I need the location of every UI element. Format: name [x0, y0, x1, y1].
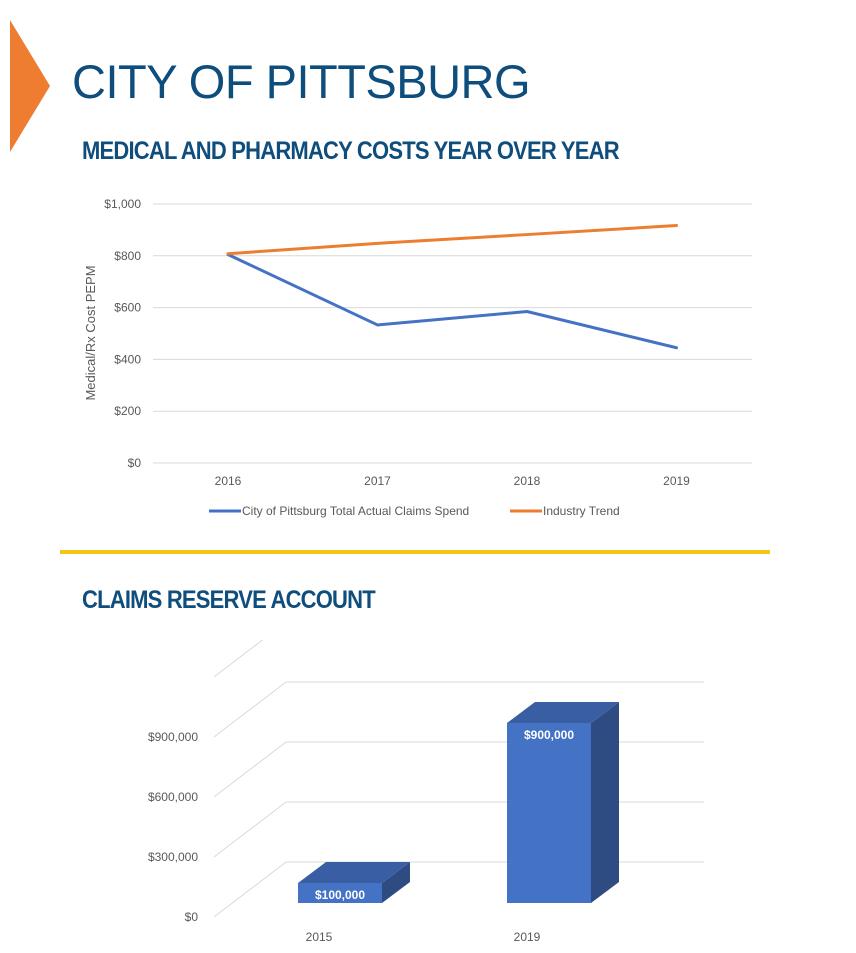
y-tick-label: $0 [128, 456, 142, 470]
bar-side-face [591, 702, 619, 903]
bar-front-face [507, 723, 591, 903]
y-tick-label: $300,000 [148, 850, 198, 864]
bar-chart-x-ticks: 2015 2019 [306, 930, 541, 944]
legend-label: City of Pittsburg Total Actual Claims Sp… [242, 504, 469, 518]
y-tick-label: $200 [114, 404, 141, 418]
bar-chart-y-ticks: $0 $300,000 $600,000 $900,000 [148, 730, 198, 924]
bar-data-label: $900,000 [524, 728, 574, 742]
y-tick-label: $1,000 [104, 197, 141, 211]
y-tick-label: $600 [114, 301, 141, 315]
side-gridline [213, 861, 287, 918]
side-gridline [213, 801, 287, 858]
page-title: CITY OF PITTSBURG [72, 55, 531, 108]
bar-front-face [298, 883, 382, 903]
side-gridline [213, 741, 287, 798]
line-chart-gridlines [153, 203, 752, 464]
line-chart-x-ticks: 2016 2017 2018 2019 [215, 474, 691, 488]
bar-top-face [298, 862, 410, 883]
line-chart-y-axis-label: Medical/Rx Cost PEPM [83, 265, 98, 400]
bar-chart-columns: $100,000 $900,000 [298, 702, 619, 903]
series-line [226, 223, 678, 256]
x-tick-label: 2019 [514, 930, 541, 944]
side-gridline [213, 681, 287, 738]
y-tick-label: $400 [114, 352, 141, 366]
x-tick-label: 2016 [215, 474, 242, 488]
side-gridline [213, 640, 264, 678]
x-tick-label: 2018 [514, 474, 541, 488]
bar-chart-gridlines [213, 640, 704, 918]
orange-chevron-accent [10, 20, 50, 152]
y-tick-label: $900,000 [148, 730, 198, 744]
y-tick-label: $0 [185, 910, 199, 924]
y-tick-label: $600,000 [148, 790, 198, 804]
x-tick-label: 2019 [663, 474, 690, 488]
bar-chart: $0 $300,000 $600,000 $900,000 $100,000 $900,… [148, 640, 704, 944]
line-chart-heading: MEDICAL AND PHARMACY COSTS YEAR OVER YEA… [82, 136, 620, 165]
section-divider [60, 550, 770, 554]
bar-side-face [382, 862, 410, 903]
series-line [226, 253, 678, 350]
bar-data-label: $100,000 [315, 888, 365, 902]
line-chart-legend: City of Pittsburg Total Actual Claims Sp… [209, 504, 620, 518]
x-tick-label: 2015 [306, 930, 333, 944]
line-chart: $0$200$400$600$800$1,000 2016 2017 2018 201… [83, 197, 752, 518]
line-chart-series [226, 223, 678, 350]
y-tick-label: $800 [114, 249, 141, 263]
bar-chart-heading: CLAIMS RESERVE ACCOUNT [82, 585, 376, 614]
line-chart-y-ticks: $0 $200 $400 $600 $800 $1,000 [104, 197, 141, 470]
bar-top-face [507, 702, 619, 723]
legend-label: Industry Trend [543, 504, 620, 518]
x-tick-label: 2017 [364, 474, 391, 488]
